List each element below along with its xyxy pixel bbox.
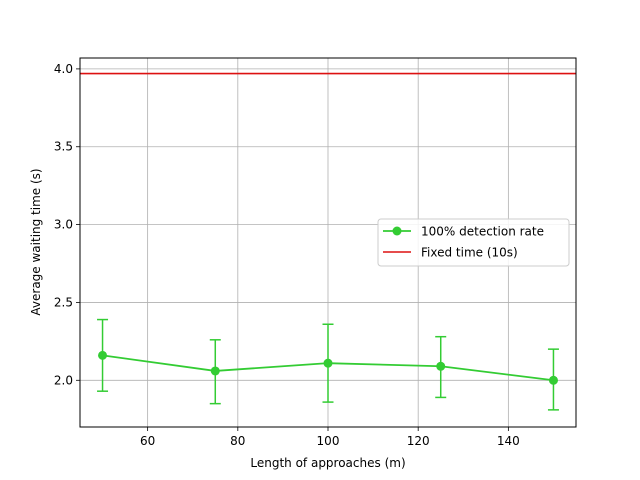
legend-label: 100% detection rate bbox=[421, 225, 544, 239]
y-tick-label: 3.0 bbox=[54, 218, 73, 232]
y-tick-label: 2.0 bbox=[54, 373, 73, 387]
x-tick-label: 100 bbox=[317, 434, 340, 448]
data-point bbox=[98, 350, 108, 360]
y-axis-label: Average waiting time (s) bbox=[29, 168, 43, 315]
legend-label: Fixed time (10s) bbox=[421, 246, 518, 260]
y-tick-label: 3.5 bbox=[54, 140, 73, 154]
legend-box bbox=[377, 218, 570, 267]
x-tick-label: 140 bbox=[497, 434, 520, 448]
x-tick-label: 120 bbox=[407, 434, 430, 448]
x-tick-label: 60 bbox=[140, 434, 155, 448]
data-point bbox=[210, 366, 220, 376]
legend-swatch-marker bbox=[392, 226, 402, 236]
y-tick-label: 4.0 bbox=[54, 62, 73, 76]
x-tick-label: 80 bbox=[230, 434, 245, 448]
data-point bbox=[323, 358, 333, 368]
plot-series bbox=[80, 72, 576, 411]
data-point bbox=[548, 375, 558, 385]
axis-ticks: 60 80 100 120 140 2.0 2.5 3.0 3.5 4.0 bbox=[54, 62, 520, 448]
y-tick-label: 2.5 bbox=[54, 295, 73, 309]
x-axis-label: Length of approaches (m) bbox=[250, 456, 405, 470]
legend: 100% detection rate Fixed time (10s) bbox=[377, 218, 570, 267]
data-point bbox=[436, 361, 446, 371]
